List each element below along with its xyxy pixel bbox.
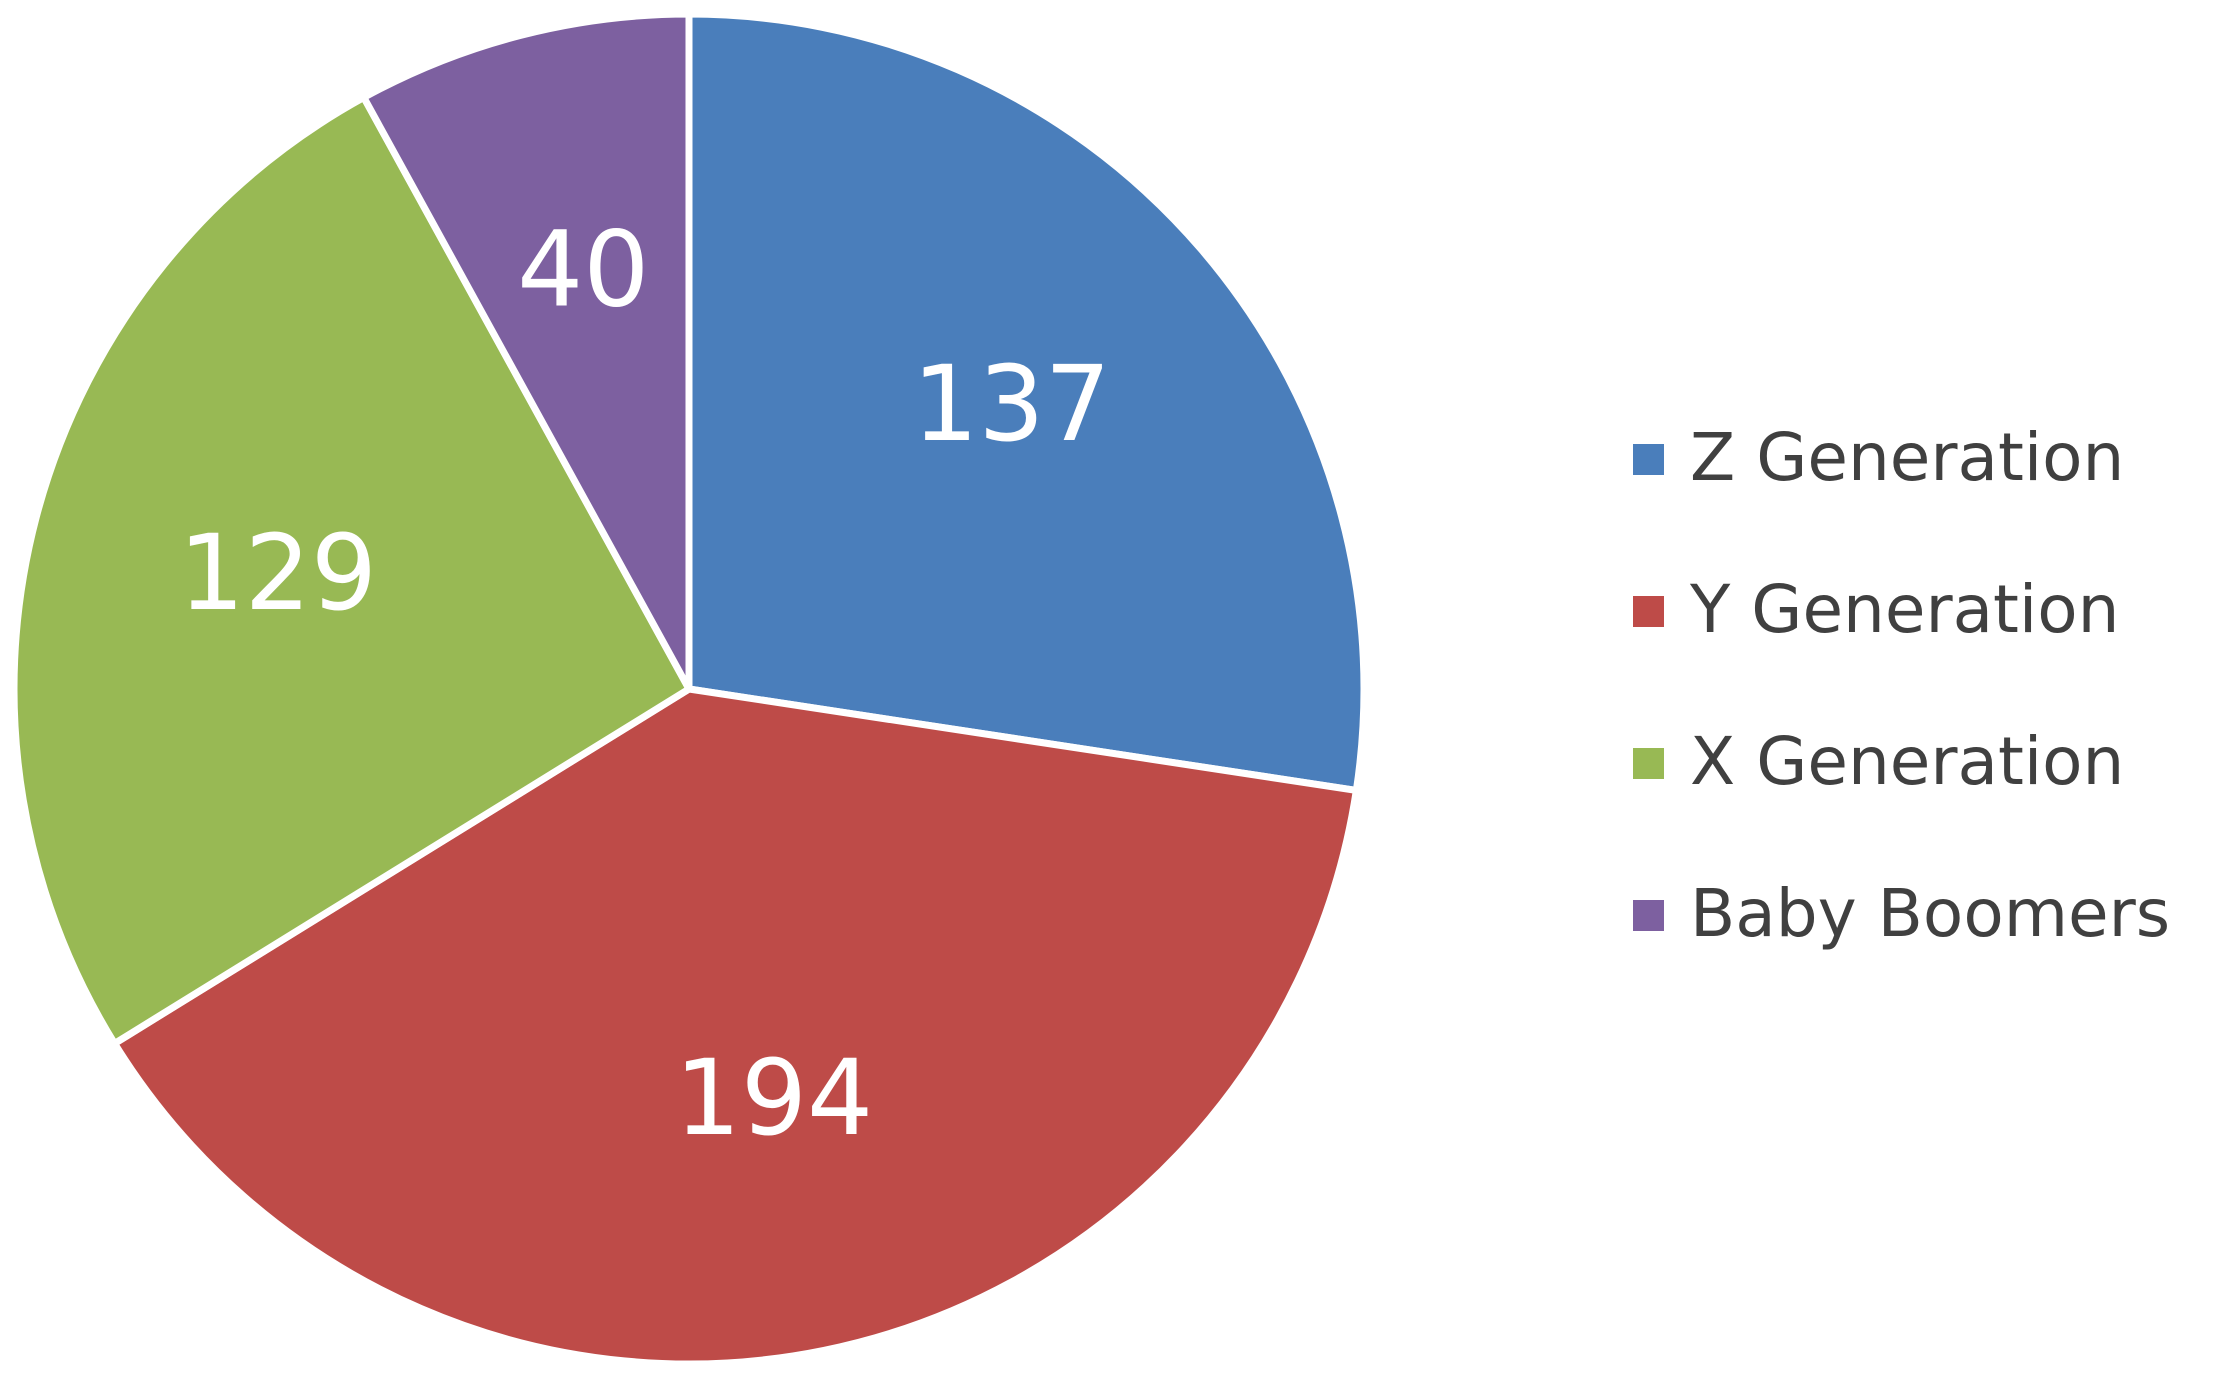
data-label: 40 bbox=[517, 208, 649, 330]
legend-swatch bbox=[1633, 444, 1664, 475]
pie-slice bbox=[685, 10, 1368, 795]
data-label: 194 bbox=[675, 1037, 874, 1159]
pie-slice bbox=[359, 10, 693, 691]
legend-swatch bbox=[1633, 748, 1664, 779]
legend-label: Z Generation bbox=[1690, 419, 2124, 496]
legend-swatch bbox=[1633, 596, 1664, 627]
legend-label: X Generation bbox=[1690, 723, 2124, 800]
legend-label: Y Generation bbox=[1689, 571, 2119, 648]
pie-slice bbox=[10, 92, 694, 1049]
legend-label: Baby Boomers bbox=[1690, 875, 2170, 952]
legend-swatch bbox=[1633, 900, 1664, 931]
data-label: 129 bbox=[179, 512, 378, 634]
data-label: 137 bbox=[912, 343, 1111, 465]
pie-slice bbox=[109, 685, 1361, 1368]
